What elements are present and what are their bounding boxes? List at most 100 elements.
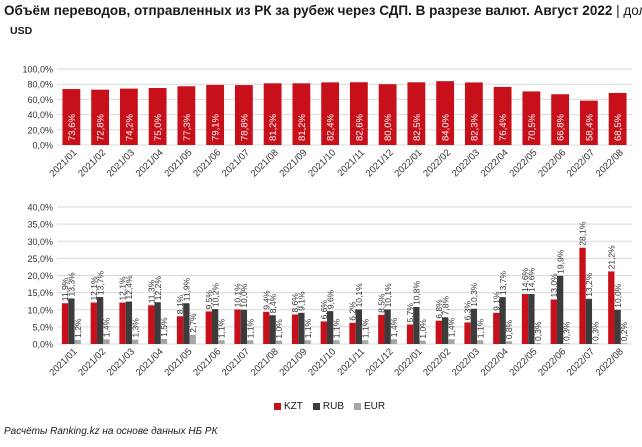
x-tick-label: 2021/10	[306, 147, 338, 179]
rub-bar-label: 9,1%	[297, 291, 307, 311]
eur-bar-label: 1,4%	[389, 317, 399, 337]
usd-bar-label: 82,6%	[354, 114, 365, 141]
y-tick-label: 35,0%	[27, 220, 53, 230]
rub-bar-label: 10,2%	[210, 283, 220, 308]
x-tick-label: 2022/05	[507, 147, 539, 179]
usd-bar-label: 82,4%	[326, 114, 337, 141]
eur-bar-label: 1,1%	[217, 318, 227, 338]
usd-bar-label: 84,0%	[441, 114, 452, 141]
legend-swatch-eur	[354, 403, 362, 410]
kzt-bar-label: 9,4%	[262, 290, 272, 310]
rub-bar-label: 13,3%	[67, 272, 77, 297]
kzt-bar	[493, 312, 500, 344]
kzt-bar	[61, 303, 69, 344]
rub-bar	[183, 303, 190, 344]
legend: KZT RUB EUR	[274, 401, 385, 412]
y-tick-label: 0,0%	[32, 340, 53, 350]
rub-bar-label: 12,2%	[153, 276, 163, 301]
eur-bar	[390, 339, 398, 344]
rub-bar	[240, 309, 248, 344]
eur-bar-label: 0,3%	[533, 321, 543, 341]
kzt-bar-label: 11,3%	[147, 279, 157, 303]
kzt-bar-label: 12,1%	[118, 276, 128, 301]
usd-bar	[177, 86, 196, 145]
x-tick-label: 2022/02	[421, 147, 453, 179]
kzt-bar-label: 11,9%	[60, 277, 70, 301]
usd-bar	[119, 88, 138, 145]
kzt-bar	[406, 324, 414, 344]
x-tick-label: 2022/01	[392, 346, 424, 378]
usd-bar-label: 70,5%	[527, 114, 538, 141]
kzt-bar-label: 28,1%	[578, 221, 588, 246]
eur-bar-label: 1,5%	[159, 317, 169, 337]
usd-bar	[292, 83, 311, 145]
eur-bar	[477, 340, 484, 344]
x-tick-label: 2021/04	[134, 346, 166, 378]
x-tick-label: 2021/06	[191, 346, 223, 378]
kzt-bar	[349, 322, 356, 344]
x-tick-label: 2021/02	[76, 147, 108, 179]
eur-bar	[132, 339, 139, 344]
eur-bar	[304, 340, 311, 344]
eur-bar-label: 0,2%	[619, 321, 629, 341]
eur-bar	[275, 340, 283, 344]
usd-bar	[551, 94, 570, 145]
eur-bar-label: 1,4%	[447, 317, 457, 337]
legend-swatch-rub	[312, 403, 320, 410]
kzt-bar	[234, 309, 241, 344]
x-tick-label: 2021/08	[249, 346, 281, 378]
kzt-bar	[148, 305, 155, 344]
kzt-bar	[521, 293, 529, 344]
rub-bar-label: 11,9%	[182, 277, 192, 301]
usd-bar	[263, 83, 282, 145]
usd-bar-label: 66,8%	[556, 114, 567, 141]
eur-bar	[333, 340, 340, 344]
usd-bar-label: 72,8%	[96, 114, 107, 141]
eur-bar	[620, 343, 628, 344]
rub-bar	[614, 309, 621, 344]
usd-bar	[522, 91, 541, 145]
rub-bar-label: 10,1%	[354, 283, 364, 308]
eur-bar	[189, 334, 196, 344]
legend-label-kzt: KZT	[284, 401, 303, 412]
rub-bar-label: 10,8%	[412, 280, 422, 305]
rub-bar	[154, 302, 161, 344]
eur-bar-label: 1,1%	[245, 318, 255, 338]
usd-share-chart: 0,0%20,0%40,0%60,0%80,0%100,0%2021/01202…	[22, 65, 632, 179]
rub-bar	[96, 297, 104, 344]
eur-bar	[103, 339, 110, 344]
rub-bar-label: 8,4%	[268, 293, 278, 313]
usd-bar	[464, 82, 483, 145]
kzt-bar-label: 10,1%	[233, 283, 243, 308]
x-tick-label: 2021/11	[335, 147, 367, 179]
kzt-bar	[435, 320, 442, 344]
eur-bar-label: 1,1%	[360, 318, 370, 338]
eur-bar-label: 1,3%	[130, 318, 140, 338]
y-tick-label: 20,0%	[27, 271, 53, 281]
x-tick-label: 2022/04	[479, 147, 511, 179]
kzt-bar	[263, 311, 270, 344]
eur-bar-label: 1,0%	[274, 319, 284, 339]
rub-bar-label: 10,0%	[613, 283, 623, 308]
y-tick-label: 30,0%	[27, 237, 53, 247]
x-tick-label: 2021/09	[277, 346, 309, 378]
x-tick-label: 2022/07	[565, 147, 597, 179]
usd-bar-label: 73,6%	[67, 114, 78, 141]
kzt-bar-label: 12,1%	[89, 276, 99, 301]
usd-panel-label: USD	[10, 25, 33, 37]
x-tick-label: 2021/03	[105, 346, 137, 378]
usd-bar	[493, 86, 512, 145]
usd-bar	[407, 82, 426, 145]
eur-bar	[247, 340, 254, 344]
usd-bar-label: 74,2%	[124, 114, 135, 141]
rub-bar-label: 10,0%	[239, 283, 249, 308]
rub-bar-label: 14,6%	[527, 267, 537, 292]
x-tick-label: 2021/11	[335, 346, 367, 378]
y-tick-label: 40,0%	[27, 110, 53, 120]
y-tick-label: 0,0%	[32, 141, 53, 151]
x-tick-label: 2022/03	[450, 147, 482, 179]
usd-bar-label: 82,3%	[469, 114, 480, 141]
rub-bar-label: 12,4%	[124, 275, 134, 300]
rub-bar	[556, 275, 564, 344]
legend-item-rub: RUB	[312, 401, 344, 412]
